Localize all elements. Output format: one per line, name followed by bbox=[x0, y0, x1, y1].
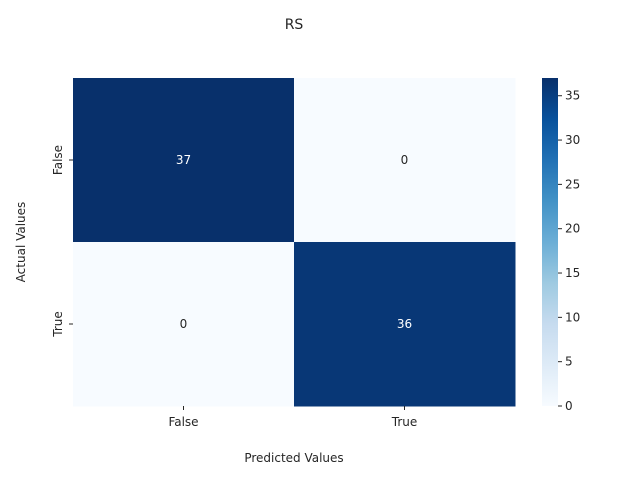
cell-value-label: 36 bbox=[397, 317, 412, 331]
x-axis-ticks: False True bbox=[168, 406, 417, 429]
colorbar-tick-label: 0 bbox=[565, 399, 573, 413]
colorbar-tick-label: 10 bbox=[565, 310, 580, 324]
y-tick-label: False bbox=[51, 145, 65, 175]
y-tick-label: True bbox=[51, 311, 65, 338]
x-tick-label: False bbox=[168, 415, 198, 429]
y-axis-label: Actual Values bbox=[14, 202, 28, 283]
colorbar-tick-label: 30 bbox=[565, 133, 580, 147]
colorbar-tick-label: 5 bbox=[565, 355, 573, 369]
chart-title: RS bbox=[285, 17, 304, 33]
heatmap-cells bbox=[73, 78, 516, 407]
cell-value-label: 0 bbox=[180, 317, 188, 331]
heatmap-cell bbox=[73, 78, 295, 243]
y-axis-ticks: False True bbox=[51, 145, 73, 338]
colorbar-tick-label: 20 bbox=[565, 222, 580, 236]
cell-value-label: 0 bbox=[401, 153, 409, 167]
heatmap-cell bbox=[294, 78, 516, 243]
cell-value-label: 37 bbox=[176, 153, 191, 167]
colorbar bbox=[542, 78, 558, 406]
colorbar-tick-label: 25 bbox=[565, 177, 580, 191]
x-tick-label: True bbox=[391, 415, 418, 429]
heatmap-cell bbox=[73, 242, 295, 407]
colorbar-ticks: 0 5 10 15 20 25 30 35 bbox=[558, 89, 580, 413]
colorbar-tick-label: 35 bbox=[565, 89, 580, 103]
colorbar-tick-label: 15 bbox=[565, 266, 580, 280]
heatmap-cell bbox=[294, 242, 516, 407]
heatmap-cell-labels: 37 0 0 36 bbox=[176, 153, 412, 331]
x-axis-label: Predicted Values bbox=[244, 451, 343, 465]
